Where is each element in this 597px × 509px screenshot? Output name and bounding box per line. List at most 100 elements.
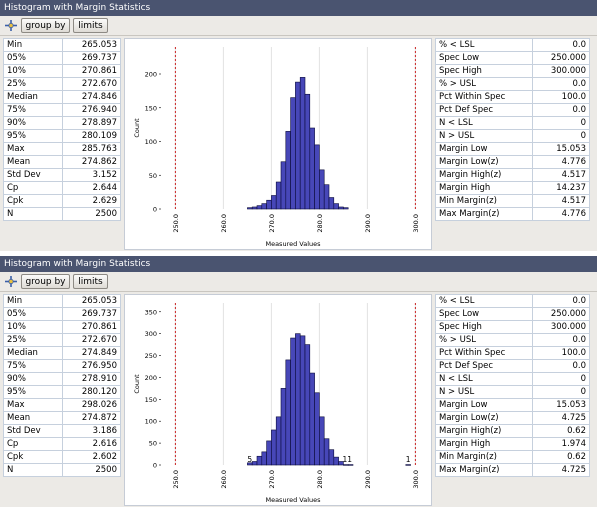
stat-label: Min xyxy=(3,294,63,308)
summary-row: Mean 274.862 xyxy=(3,155,121,169)
stat-label: % > USL xyxy=(435,333,533,347)
y-tick-label: 350 xyxy=(145,308,157,316)
spec-limit-lines xyxy=(174,47,416,209)
x-tick-label: 250.0 xyxy=(172,214,180,233)
stat-value: 1.974 xyxy=(532,437,590,451)
summary-stats-table: Min 265.053 05% 269.737 10% 270.861 25% 272.670… xyxy=(3,294,121,477)
stat-value: 272.670 xyxy=(62,77,121,91)
histogram-bar xyxy=(251,206,258,210)
stat-label: Spec High xyxy=(435,320,533,334)
summary-row: 25% 272.670 xyxy=(3,333,121,347)
stat-value: 0 xyxy=(532,129,590,143)
summary-row: 75% 276.950 xyxy=(3,359,121,373)
y-axis-title: Count xyxy=(133,118,141,138)
spec-row: Margin High 1.974 xyxy=(435,437,590,451)
spec-row: Min Margin(z) 4.517 xyxy=(435,194,590,208)
stat-value: 274.849 xyxy=(62,346,121,360)
summary-row: Cp 2.644 xyxy=(3,181,121,195)
histogram-bar xyxy=(266,199,272,210)
summary-row: Min 265.053 xyxy=(3,38,121,52)
spec-row: Spec High 300.000 xyxy=(435,64,590,78)
stat-value: 0.0 xyxy=(532,103,590,117)
stat-label: Margin Low(z) xyxy=(435,155,533,169)
summary-row: N 2500 xyxy=(3,207,121,221)
stat-label: % < LSL xyxy=(435,294,533,308)
histogram-bar xyxy=(323,438,330,466)
histogram-bar xyxy=(299,335,306,466)
x-tick-label: 270.0 xyxy=(268,214,276,233)
stat-value: 274.846 xyxy=(62,90,121,104)
x-axis-title: Measured Values xyxy=(265,240,321,248)
histogram-bar xyxy=(290,97,296,210)
stat-label: Max xyxy=(3,142,63,156)
stat-label: % < LSL xyxy=(435,38,533,52)
stat-label: Margin High xyxy=(435,437,533,451)
stat-label: Cp xyxy=(3,181,63,195)
stat-value: 2.602 xyxy=(62,450,121,464)
crosshair-icon[interactable] xyxy=(4,19,18,32)
stat-label: Min Margin(z) xyxy=(435,194,533,208)
stat-label: 25% xyxy=(3,77,63,91)
stat-value: 2.644 xyxy=(62,181,121,195)
stat-label: Max xyxy=(3,398,63,412)
spec-row: % > USL 0.0 xyxy=(435,77,590,91)
histogram-bar xyxy=(314,144,320,210)
histogram-bar xyxy=(290,337,296,466)
y-tick-label: 50 xyxy=(149,440,157,448)
summary-row: 10% 270.861 xyxy=(3,320,121,334)
x-tick-label: 260.0 xyxy=(220,214,228,233)
spec-row: Pct Def Spec 0.0 xyxy=(435,359,590,373)
histogram-bar xyxy=(285,359,291,466)
spec-row: Max Margin(z) 4.725 xyxy=(435,463,590,477)
stat-value: 2500 xyxy=(62,207,121,221)
histogram-bar xyxy=(275,181,282,210)
spec-row: Margin Low(z) 4.725 xyxy=(435,411,590,425)
stat-label: N > USL xyxy=(435,129,533,143)
histogram-bar xyxy=(314,392,320,466)
crosshair-icon[interactable] xyxy=(4,275,18,288)
group-by-button[interactable]: group by xyxy=(21,18,70,33)
spec-stats-table: % < LSL 0.0 Spec Low 250.000 Spec High 300.00… xyxy=(435,294,590,477)
stat-value: 278.910 xyxy=(62,372,121,386)
histogram-bar xyxy=(280,388,287,466)
panel-body: Min 265.053 05% 269.737 10% 270.861 25% 272.670… xyxy=(0,36,597,251)
limits-button[interactable]: limits xyxy=(73,274,108,289)
summary-row: 05% 269.737 xyxy=(3,51,121,65)
stat-label: 05% xyxy=(3,51,63,65)
x-tick-label: 300.0 xyxy=(412,214,420,233)
stat-value: 250.000 xyxy=(532,51,590,65)
stat-label: Margin High(z) xyxy=(435,168,533,182)
spec-row: Margin Low 15.053 xyxy=(435,398,590,412)
summary-row: Max 285.763 xyxy=(3,142,121,156)
stat-value: 4.725 xyxy=(532,411,590,425)
stat-value: 274.862 xyxy=(62,155,121,169)
stat-label: Spec High xyxy=(435,64,533,78)
histogram-chart: 0 50 100 150 200 250.0 260.0 270.0 280.0 290.0 300… xyxy=(124,38,432,250)
stat-value: 0 xyxy=(532,116,590,130)
x-tick-label: 280.0 xyxy=(316,470,324,489)
stat-value: 3.152 xyxy=(62,168,121,182)
histogram-bar xyxy=(285,131,291,210)
summary-row: Mean 274.872 xyxy=(3,411,121,425)
axes: 0 50 100 150 200 250 300 350 250.0 260.0 270.0 280.… xyxy=(145,308,420,488)
summary-row: 90% 278.897 xyxy=(3,116,121,130)
spec-row: Min Margin(z) 0.62 xyxy=(435,450,590,464)
spec-row: Margin Low(z) 4.776 xyxy=(435,155,590,169)
spec-row: Pct Within Spec 100.0 xyxy=(435,346,590,360)
stat-value: 0.0 xyxy=(532,38,590,52)
stat-label: Margin Low(z) xyxy=(435,411,533,425)
x-tick-label: 290.0 xyxy=(364,470,372,489)
y-tick-label: 50 xyxy=(149,172,157,180)
panel-title: Histogram with Margin Statistics xyxy=(0,0,597,16)
summary-row: Median 274.846 xyxy=(3,90,121,104)
y-tick-label: 100 xyxy=(145,418,157,426)
bar-count-label: 1 xyxy=(342,455,347,464)
summary-row: 05% 269.737 xyxy=(3,307,121,321)
histogram-bar xyxy=(347,464,354,466)
group-by-button[interactable]: group by xyxy=(21,274,70,289)
summary-row: 90% 278.910 xyxy=(3,372,121,386)
summary-row: N 2500 xyxy=(3,463,121,477)
stat-value: 4.776 xyxy=(532,207,590,221)
limits-button[interactable]: limits xyxy=(73,18,108,33)
spec-row: Margin High 14.237 xyxy=(435,181,590,195)
